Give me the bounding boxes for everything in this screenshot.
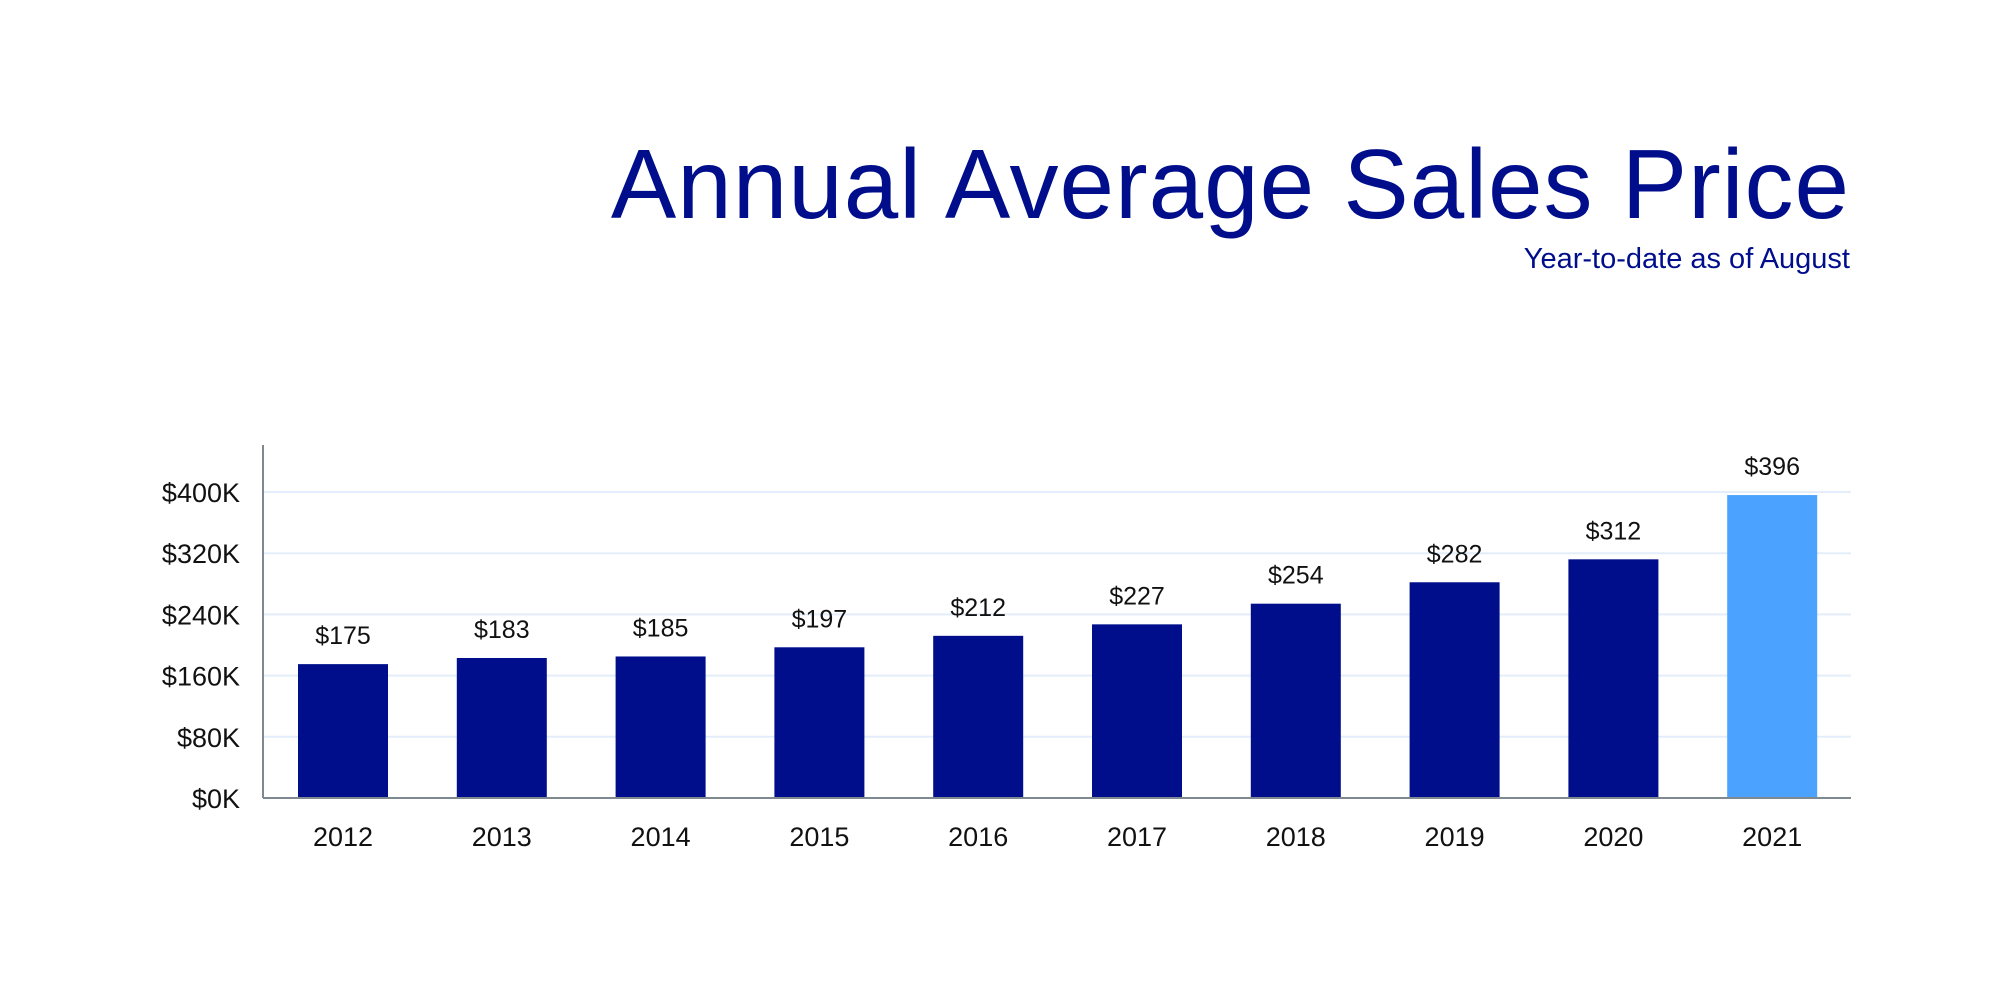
x-tick-label: 2016 <box>948 822 1008 852</box>
x-tick-label: 2021 <box>1742 822 1802 852</box>
data-label: $227 <box>1109 582 1165 610</box>
bar-2013 <box>456 658 547 798</box>
data-label: $282 <box>1427 540 1483 568</box>
bar-2014 <box>615 656 706 798</box>
chart-subtitle: Year-to-date as of August <box>1523 243 1850 275</box>
bar-2015 <box>774 647 865 798</box>
x-tick-label: 2018 <box>1266 822 1326 852</box>
y-tick-label: $320K <box>162 539 240 569</box>
data-label: $312 <box>1586 517 1642 545</box>
y-tick-label: $80K <box>177 723 240 753</box>
x-tick-label: 2013 <box>472 822 532 852</box>
bar-2019 <box>1409 582 1500 798</box>
bar-2020 <box>1568 559 1659 798</box>
bar-2017 <box>1092 624 1182 798</box>
y-tick-label: $400K <box>162 478 240 508</box>
x-tick-label: 2017 <box>1107 822 1167 852</box>
x-tick-label: 2014 <box>631 822 691 852</box>
data-label: $396 <box>1744 453 1800 481</box>
x-tick-label: 2012 <box>313 822 373 852</box>
bar-2021 <box>1727 495 1818 798</box>
x-tick-label: 2020 <box>1583 822 1643 852</box>
data-label: $175 <box>315 622 371 650</box>
data-label: $197 <box>792 605 848 633</box>
y-tick-label: $160K <box>162 662 240 692</box>
y-tick-label: $240K <box>162 600 240 630</box>
x-tick-label: 2019 <box>1425 822 1485 852</box>
bar-2018 <box>1250 603 1341 798</box>
bar-2012 <box>298 664 388 798</box>
y-tick-label: $0K <box>192 784 240 814</box>
x-tick-label: 2015 <box>789 822 849 852</box>
data-label: $185 <box>633 614 689 642</box>
data-label: $254 <box>1268 562 1324 590</box>
bar-2016 <box>933 635 1024 798</box>
data-label: $183 <box>474 616 530 644</box>
data-label: $212 <box>950 594 1006 622</box>
chart-title: Annual Average Sales Price <box>610 129 1850 239</box>
